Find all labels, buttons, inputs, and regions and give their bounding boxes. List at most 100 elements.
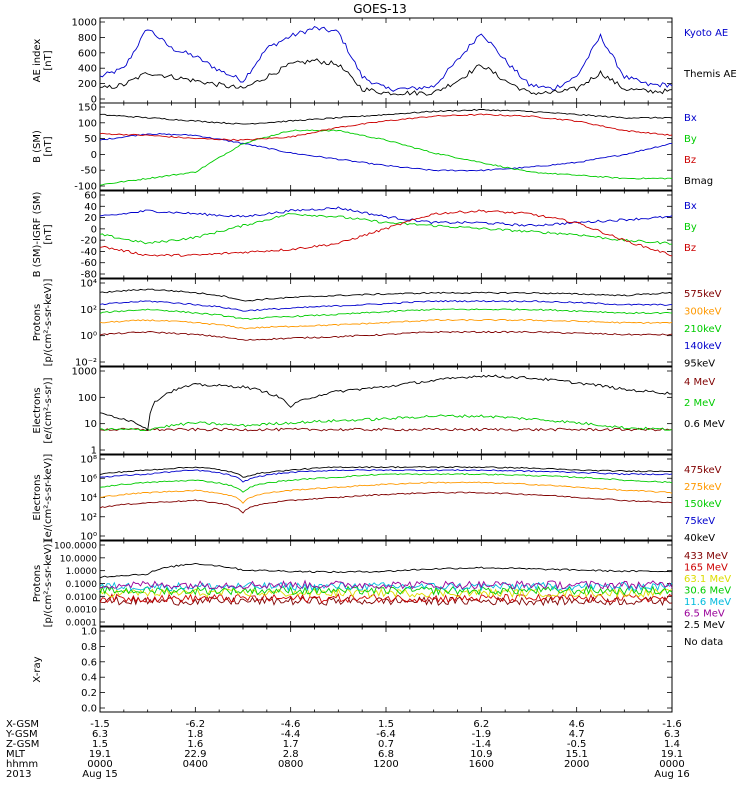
legend-entry: 165 MeV <box>684 563 728 574</box>
y-axis-label-line: [nT] <box>43 136 54 156</box>
axis-row-value: 1.5 <box>378 719 394 730</box>
series-line-by <box>99 213 673 245</box>
y-tick-label: 10.0000 <box>60 554 97 564</box>
axis-row-value: 1.8 <box>187 729 203 740</box>
series-line-165-mev <box>99 593 673 604</box>
axis-row-label: hhmm <box>6 759 38 770</box>
axis-row-value: -0.5 <box>567 739 587 750</box>
series-line-475kev <box>99 491 673 514</box>
axis-row-value: 22.9 <box>184 749 206 760</box>
legend-entry: 95keV <box>684 359 715 370</box>
y-tick-label: 10 <box>84 419 97 430</box>
legend-entry: Bmag <box>684 176 713 187</box>
y-axis-label-line: Protons <box>32 565 43 602</box>
y-tick-label: 100 <box>78 118 97 129</box>
legend-entry: 575keV <box>684 289 722 300</box>
axis-row-value: 4.7 <box>569 729 585 740</box>
axis-table: X-GSM -1.5 -6.2 -4.6 1.5 6.2 4.6 -1.6Y-GSM 6.3 1.… <box>5 719 690 780</box>
panel-4: 10⁴ 10² 10⁰ 10⁻² Protons[p/(cm²-s-sr-keV)] 57… <box>32 278 722 370</box>
legend-entry: 75keV <box>684 516 715 527</box>
panel-6-series <box>99 466 673 514</box>
series-line-210kev <box>99 308 673 320</box>
axis-row-value: 0800 <box>278 759 303 770</box>
y-tick-label: 10⁶ <box>80 474 97 485</box>
legend-entry: Themis AE <box>683 69 737 80</box>
y-tick-label: 0.8 <box>81 642 97 653</box>
legend-entry: 63.1 MeV <box>684 574 731 585</box>
series-line-2-mev <box>99 414 673 431</box>
legend-entry: 2 MeV <box>684 398 715 409</box>
panel-8: 1.0 0.8 0.6 0.4 0.2 0.0 X-ray No data <box>32 626 723 715</box>
y-tick-label: 0.0010 <box>66 606 98 616</box>
legend-entry: Bz <box>684 243 696 254</box>
axis-row-value: 0.7 <box>378 739 394 750</box>
axis-row-value: 4.6 <box>569 719 585 730</box>
axis-row-value: -1.9 <box>472 729 492 740</box>
y-tick-label: 50 <box>84 134 97 145</box>
y-tick-label: 10² <box>80 305 97 316</box>
axis-row-value: 1600 <box>469 759 494 770</box>
axis-row-value: -6.4 <box>376 729 396 740</box>
legend-entry: 275keV <box>684 482 722 493</box>
axis-row-value: 1.5 <box>92 739 108 750</box>
legend-entry: 150keV <box>684 499 722 510</box>
axis-row-value: 0000 <box>659 759 684 770</box>
panel-2-series <box>99 108 673 186</box>
panel-frame <box>99 366 673 455</box>
axis-row-label: X-GSM <box>6 719 39 730</box>
y-axis-label: B (SM)[nT] <box>32 130 54 163</box>
axis-date-end: Aug 16 <box>654 769 689 780</box>
axis-row-value: -4.4 <box>281 729 301 740</box>
axis-row-value: 1.4 <box>664 739 680 750</box>
series-line-bmag <box>99 108 673 125</box>
series-line-bx <box>99 206 673 227</box>
legend-entry: No data <box>684 637 723 648</box>
axis-row-value: 1200 <box>373 759 398 770</box>
legend-entry: Kyoto AE <box>684 28 728 39</box>
y-axis-label: Electrons[e/(cm²-s-sr)] <box>32 377 54 443</box>
panel-frame <box>99 190 673 279</box>
axis-row-value: 19.1 <box>89 749 111 760</box>
series-line-bz <box>99 209 673 257</box>
y-tick-label: 10⁻² <box>75 358 97 369</box>
axis-row-value: 6.3 <box>664 729 680 740</box>
legend-entry: 11.6 MeV <box>684 597 731 608</box>
y-axis-label: B (SM)-IGRF (SM)[nT] <box>32 192 54 278</box>
y-tick-label: -50 <box>81 166 97 177</box>
y-tick-label: 0.2 <box>81 688 97 699</box>
y-tick-label: 100 <box>78 393 97 404</box>
axis-row-value: -4.6 <box>281 719 301 730</box>
panel-1-series <box>99 26 673 96</box>
y-axis-label: Protons[p/(cm²-s-sr-keV)] <box>32 540 54 628</box>
y-tick-label: 0 <box>91 224 97 235</box>
series-line-6-5-mev <box>99 579 673 590</box>
y-axis-label-line: [nT] <box>43 224 54 244</box>
y-axis-label-line: B (SM)-IGRF (SM) <box>32 192 43 278</box>
axis-row-value: 2000 <box>564 759 589 770</box>
legend-entry: 30.6 MeV <box>684 586 731 597</box>
y-axis-label: AE index[nT] <box>32 39 54 83</box>
legend-entry: Bz <box>684 155 696 166</box>
axis-row-value: 10.9 <box>470 749 492 760</box>
panel-7-series <box>99 562 673 607</box>
series-line-433-mev <box>99 595 673 607</box>
legend-entry: By <box>684 134 697 145</box>
y-tick-label: -60 <box>81 258 97 269</box>
panel-5: 1000 100 10 1 Electrons[e/(cm²-s-sr)] 4 MeV 2 … <box>32 366 725 457</box>
y-tick-label: 10⁰ <box>80 331 97 342</box>
axis-row-value: 6.3 <box>92 729 108 740</box>
series-line-bz <box>99 113 673 142</box>
panel-6: 10⁸ 10⁶ 10⁴ 10² 10⁰ Electrons[e/(cm²-s-sr-keV… <box>32 454 722 544</box>
legend-entry: 40keV <box>684 533 715 544</box>
legend-entry: 300keV <box>684 306 722 317</box>
y-axis-label-line: Electrons <box>32 474 43 520</box>
y-axis-label: Protons[p/(cm²-s-sr-keV)] <box>32 279 54 367</box>
series-line-4-mev <box>99 427 673 432</box>
y-axis-label-line: Electrons <box>32 387 43 433</box>
series-line-275kev <box>100 481 673 504</box>
legend-entry: 0.6 MeV <box>684 419 725 430</box>
legend-entry: 4 MeV <box>684 377 715 388</box>
y-tick-label: 10² <box>80 512 97 523</box>
